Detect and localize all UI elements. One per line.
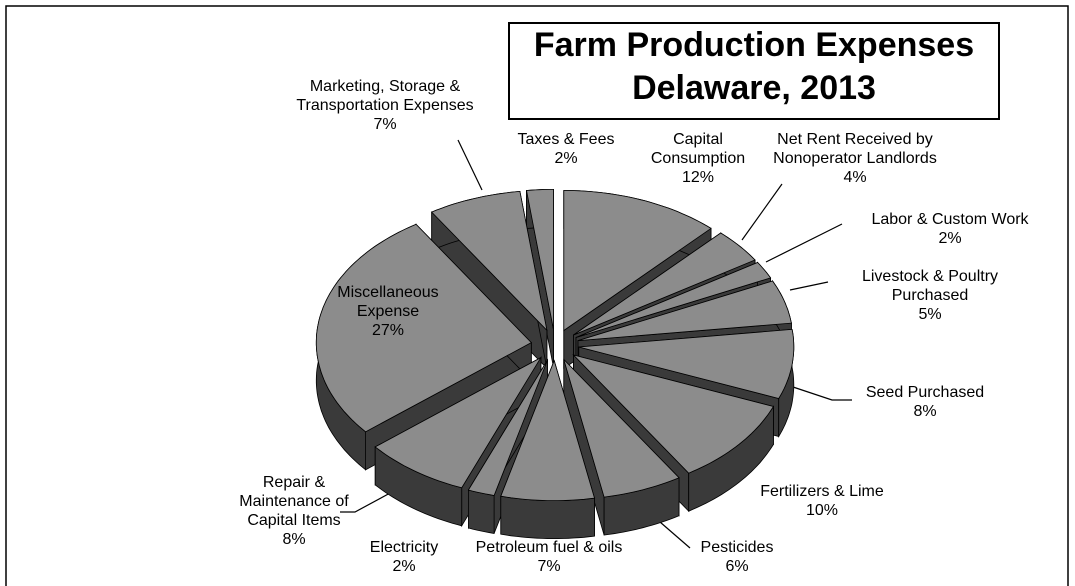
percent-label: 12% <box>681 169 715 186</box>
percent-label: 27% <box>371 322 405 339</box>
data-label: Miscellaneous Expense 27% <box>318 283 458 340</box>
data-label: Taxes & Fees 2% <box>506 130 626 168</box>
percent-label: 4% <box>843 169 867 186</box>
category-label: Seed Purchased <box>865 384 985 401</box>
leader-line <box>659 521 691 549</box>
slice <box>467 359 548 496</box>
slice <box>572 354 775 474</box>
title-box: Farm Production Expenses Delaware, 2013 <box>508 22 1000 120</box>
leader-line <box>340 491 393 513</box>
data-label: Capital Consumption 12% <box>633 130 763 187</box>
category-label: Livestock & Poultry Purchased <box>861 268 999 304</box>
percent-label: 8% <box>282 531 306 548</box>
slice <box>577 280 792 341</box>
category-label: Repair & Maintenance of Capital Items <box>239 474 349 529</box>
slice <box>573 232 756 336</box>
slice <box>526 188 554 330</box>
percent-label: 10% <box>805 502 839 519</box>
percent-label: 2% <box>938 230 962 247</box>
slice <box>563 359 680 498</box>
category-label: Labor & Custom Work <box>871 211 1029 228</box>
slice <box>500 359 596 502</box>
pie <box>315 188 795 539</box>
percent-label: 7% <box>373 116 397 133</box>
slice-side <box>467 489 495 534</box>
data-label: Marketing, Storage & Transportation Expe… <box>295 77 475 134</box>
percent-label: 7% <box>537 558 561 575</box>
slice <box>578 328 795 399</box>
slice <box>575 262 772 338</box>
category-label: Marketing, Storage & Transportation Expe… <box>296 78 474 114</box>
leader-line <box>741 183 783 241</box>
percent-label: 5% <box>918 306 942 323</box>
category-label: Miscellaneous Expense <box>337 284 439 320</box>
category-label: Pesticides <box>700 539 774 556</box>
data-label: Net Rent Received by Nonoperator Landlor… <box>760 130 950 187</box>
leader-lines <box>340 139 852 549</box>
data-label: Seed Purchased 8% <box>825 383 1025 421</box>
percent-label: 2% <box>392 558 416 575</box>
slice <box>563 190 712 332</box>
category-label: Petroleum fuel & oils <box>475 539 623 556</box>
leader-line <box>789 385 852 401</box>
slice <box>315 223 532 433</box>
leader-line <box>457 139 483 191</box>
frame <box>5 5 1069 586</box>
percent-label: 2% <box>554 150 578 167</box>
data-label: Petroleum fuel & oils 7% <box>449 538 649 576</box>
data-label: Pesticides 6% <box>667 538 807 576</box>
leader-line <box>765 223 843 263</box>
category-label: Net Rent Received by Nonoperator Landlor… <box>773 131 937 167</box>
percent-label: 6% <box>725 558 749 575</box>
data-label: Labor & Custom Work 2% <box>835 210 1065 248</box>
data-label: Electricity 2% <box>344 538 464 576</box>
slice-side <box>500 495 595 539</box>
data-label: Livestock & Poultry Purchased 5% <box>830 267 1030 324</box>
category-label: Fertilizers & Lime <box>760 483 884 500</box>
category-label: Capital Consumption <box>650 131 746 167</box>
chart-subtitle: Delaware, 2013 <box>632 69 876 107</box>
slice <box>374 356 543 489</box>
leader-line <box>789 281 829 291</box>
slice <box>430 190 548 332</box>
data-label: Repair & Maintenance of Capital Items 8% <box>224 473 364 549</box>
percent-label: 8% <box>913 403 937 420</box>
category-label: Taxes & Fees <box>517 131 615 148</box>
data-label: Fertilizers & Lime 10% <box>722 482 922 520</box>
chart-title: Farm Production Expenses <box>533 26 975 64</box>
category-label: Electricity <box>369 539 439 556</box>
